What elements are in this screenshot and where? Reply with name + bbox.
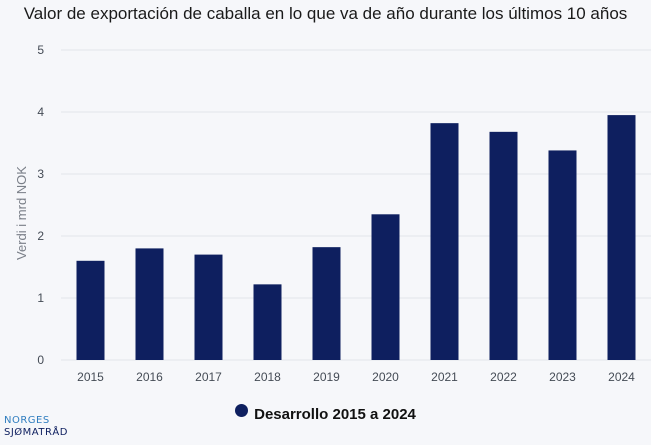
y-tick-label: 5: [37, 43, 44, 57]
logo-line-1: NORGES: [4, 415, 50, 426]
x-tick-label: 2024: [608, 370, 635, 384]
bar: [194, 254, 223, 360]
x-tick-label: 2017: [195, 370, 222, 384]
y-tick-label: 0: [37, 353, 44, 367]
bar: [312, 247, 341, 360]
y-tick-label: 4: [37, 105, 44, 119]
logo-line-2: SJØMATRÅD: [4, 427, 68, 438]
bar: [135, 248, 164, 360]
x-tick-label: 2019: [313, 370, 340, 384]
bar: [253, 284, 282, 360]
bar: [371, 214, 400, 360]
bar: [548, 150, 577, 360]
x-tick-label: 2016: [136, 370, 163, 384]
y-axis-title: Verdi i mrd NOK: [14, 166, 29, 260]
chart-title: Valor de exportación de caballa en lo qu…: [23, 4, 628, 23]
x-tick-label: 2020: [372, 370, 399, 384]
x-tick-label: 2021: [431, 370, 458, 384]
y-tick-label: 3: [37, 167, 44, 181]
legend-label: Desarrollo 2015 a 2024: [254, 406, 416, 423]
x-tick-label: 2018: [254, 370, 281, 384]
bar: [430, 123, 459, 360]
x-tick-label: 2023: [549, 370, 576, 384]
legend[interactable]: Desarrollo 2015 a 2024: [0, 404, 651, 423]
y-tick-label: 1: [37, 291, 44, 305]
legend-marker: [235, 404, 249, 417]
brand-logo: NORGES SJØMATRÅD: [4, 415, 68, 439]
bar: [607, 115, 636, 360]
y-tick-label: 2: [37, 229, 44, 243]
bar: [489, 131, 518, 360]
x-tick-label: 2022: [490, 370, 517, 384]
bar: [76, 260, 105, 360]
x-tick-label: 2015: [77, 370, 104, 384]
